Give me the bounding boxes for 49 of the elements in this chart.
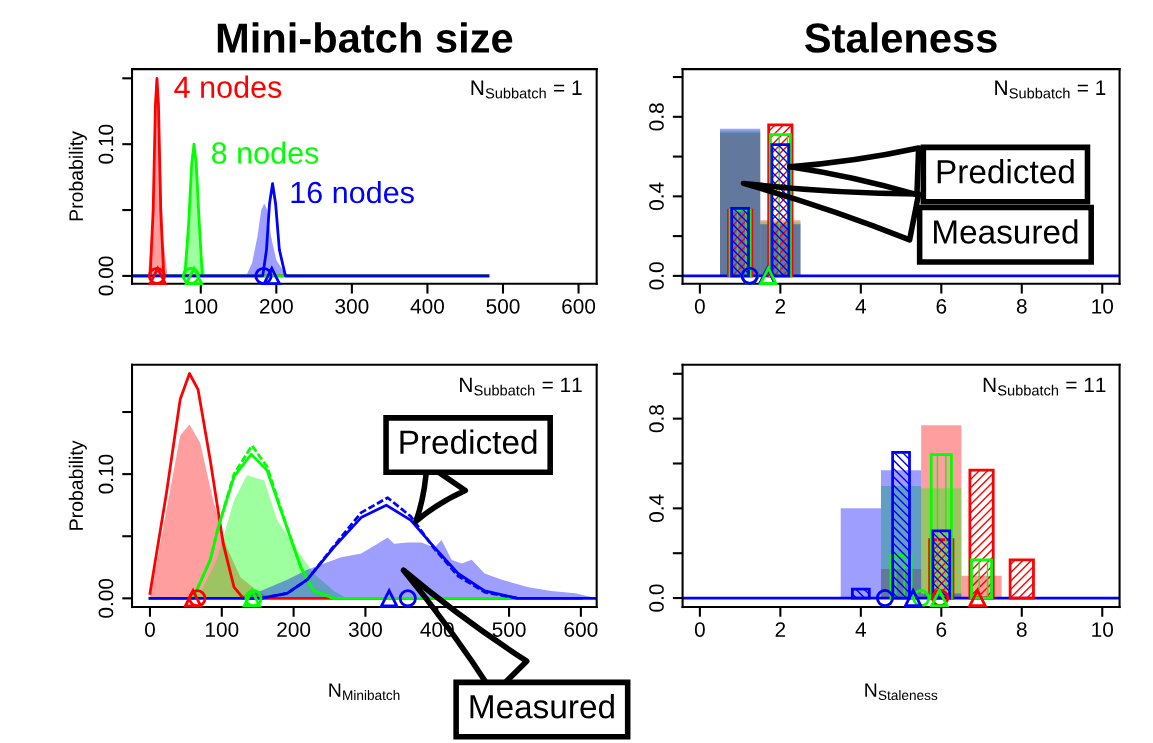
y-tick-label: 0.4: [649, 182, 664, 211]
x-tick-label: 2: [775, 622, 786, 637]
x-tick-label: 100: [206, 622, 239, 637]
annotation: N$_{Subbatch}$ = 1: [995, 80, 1106, 99]
x-tick-label: 8: [1016, 298, 1027, 314]
y-axis-title: Probability: [68, 440, 87, 530]
x-tick-label: 6: [936, 298, 947, 314]
annotation: Measured: [934, 219, 1078, 244]
x-tick-label: 2: [775, 298, 786, 314]
annotation: N$_{Subbatch}$ = 11: [983, 377, 1106, 396]
x-tick-label: 8: [1016, 622, 1027, 637]
y-tick-label: 0.8: [649, 103, 664, 131]
annotation: Predicted: [937, 159, 1074, 184]
chart-title: Mini-batch size: [217, 22, 513, 53]
y-tick-label: 0.00: [98, 578, 114, 618]
x-tick-label: 200: [277, 622, 311, 637]
annotation: N$_{Subbatch}$ = 11: [460, 377, 582, 396]
series-label: 4 nodes: [174, 75, 282, 98]
x-tick-label: 10: [1092, 298, 1114, 314]
chart-title: Staleness: [805, 22, 997, 53]
x-tick-label: 100: [184, 298, 218, 314]
x-tick-label: 0: [694, 622, 705, 637]
annotation: N$_{Subbatch}$ = 1: [471, 80, 582, 99]
y-tick-label: 0.8: [649, 405, 664, 433]
x-tick-label: 300: [335, 298, 369, 314]
y-tick-label: 0.4: [649, 494, 664, 523]
y-tick-label: 0.0: [649, 262, 664, 290]
y-axis-title: Probability: [68, 131, 87, 221]
x-tick-label: 10: [1092, 622, 1114, 637]
x-tick-label: 6: [936, 622, 947, 637]
x-tick-label: 4: [855, 299, 867, 314]
y-tick-label: 0.10: [98, 454, 114, 494]
x-tick-label: 0: [144, 622, 155, 637]
series-label: 8 nodes: [211, 141, 319, 164]
series-label: 16 nodes: [291, 180, 414, 204]
x-tick-label: 0: [694, 298, 705, 314]
y-tick-label: 0.00: [98, 256, 114, 296]
x-tick-label: 300: [348, 622, 382, 637]
y-tick-label: 0.10: [98, 124, 114, 164]
y-tick-label: 0.0: [649, 584, 664, 612]
x-tick-label: 500: [486, 298, 520, 314]
x-tick-label: 600: [562, 298, 596, 314]
x-tick-label: 4: [855, 622, 867, 637]
text: Measured: [470, 694, 614, 719]
x-tick-label: 200: [260, 298, 293, 314]
x-tick-label: 400: [410, 298, 444, 314]
x-tick-label: 500: [492, 622, 526, 637]
annotation: Predicted: [400, 429, 537, 454]
x-tick-label: 600: [564, 622, 598, 637]
